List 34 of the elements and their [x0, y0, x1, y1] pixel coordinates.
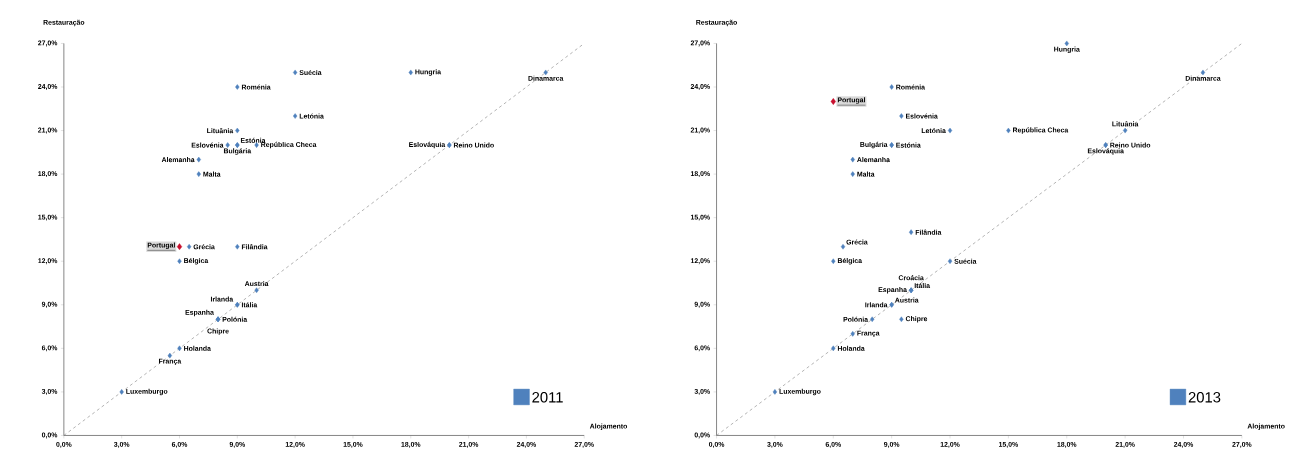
point [235, 127, 240, 134]
point [177, 258, 182, 264]
point [772, 389, 778, 395]
point [1006, 127, 1011, 134]
point [187, 243, 192, 250]
point [196, 156, 201, 163]
legend-label: 2011 [532, 391, 563, 403]
point [1123, 127, 1128, 134]
point [408, 69, 413, 76]
point [889, 84, 894, 90]
point [830, 98, 836, 105]
point [176, 243, 183, 250]
point [908, 229, 914, 235]
point [293, 69, 298, 76]
point [850, 330, 855, 337]
point [899, 113, 904, 119]
point [947, 127, 953, 134]
point [870, 316, 875, 322]
point [196, 171, 201, 177]
point [850, 171, 855, 177]
point [254, 287, 259, 293]
point [543, 69, 548, 76]
legend-label: 2013 [1188, 391, 1221, 403]
point [177, 345, 182, 352]
point [899, 316, 904, 322]
point [235, 84, 240, 90]
point [293, 113, 298, 119]
point [831, 258, 836, 264]
point [947, 258, 953, 264]
point [840, 243, 846, 250]
point [119, 389, 124, 395]
point [235, 243, 240, 250]
point [850, 156, 855, 163]
point [831, 345, 836, 352]
